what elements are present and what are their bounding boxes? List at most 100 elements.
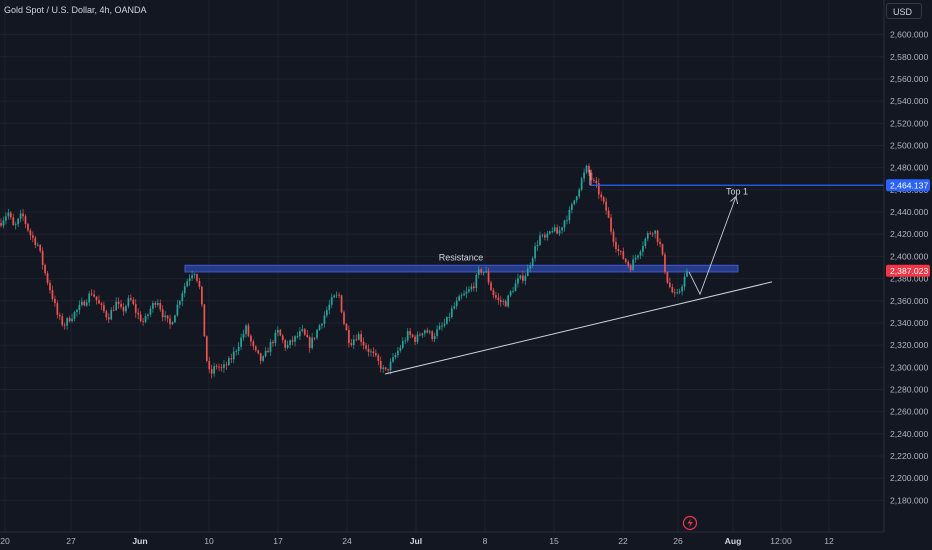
candle (306, 329, 309, 338)
candle-body (316, 330, 318, 338)
candle-body (22, 213, 24, 217)
candle-body (186, 281, 189, 287)
candle-body (313, 337, 316, 339)
candle-body (213, 366, 215, 374)
candle (477, 266, 480, 279)
candle-body (117, 301, 120, 304)
candle (338, 292, 340, 299)
candle (676, 288, 679, 295)
candle-body (392, 357, 394, 362)
candle (666, 271, 669, 284)
candle-body (51, 290, 54, 299)
price-tick-label: 2,380.000 (890, 274, 928, 284)
candle-body (379, 360, 382, 369)
candle-body (463, 293, 465, 296)
candle (379, 356, 382, 373)
candle-body (453, 306, 456, 309)
candle-body (205, 336, 208, 361)
candle (568, 206, 571, 224)
price-tick-label: 2,360.000 (890, 296, 928, 306)
candle-body (411, 334, 414, 337)
candle (620, 250, 622, 256)
candle-body (24, 216, 27, 224)
candle (465, 286, 468, 299)
time-axis[interactable]: 20 27 Jun 10 17 24 Jul 8 15 22 26 Aug 12:00 12 (0, 536, 834, 546)
candle-body (264, 350, 267, 357)
candle (443, 318, 446, 328)
candle (384, 366, 387, 371)
candle (671, 283, 674, 294)
candle-body (507, 295, 509, 307)
candle (541, 233, 544, 238)
candle-body (17, 218, 19, 225)
candle (76, 308, 78, 317)
candle-body (634, 257, 637, 260)
candle-body (678, 291, 681, 293)
candle-body (115, 301, 117, 311)
price-tick-label: 2,520.000 (890, 118, 928, 128)
candle (607, 207, 610, 219)
candle (480, 267, 483, 276)
candle (409, 328, 411, 339)
candle-body (228, 358, 230, 366)
candle (458, 294, 460, 302)
candle (29, 228, 32, 241)
candle (544, 232, 546, 241)
candle (95, 296, 98, 305)
candle-body (198, 280, 201, 287)
candle (509, 289, 512, 298)
price-tick-label: 2,540.000 (890, 96, 928, 106)
candle-body (83, 301, 86, 306)
candle-body (499, 299, 502, 302)
candle-body (68, 318, 71, 322)
candle (551, 227, 554, 234)
candle-body (193, 274, 196, 276)
candle-body (519, 275, 522, 279)
candle (517, 273, 519, 288)
candle-body (517, 278, 519, 284)
candle (254, 345, 257, 353)
projection-arrowhead (730, 196, 739, 205)
candle (428, 329, 431, 335)
currency-button[interactable]: USD (886, 3, 922, 19)
candle (166, 315, 169, 323)
candle (686, 268, 688, 278)
support-trendline (384, 281, 773, 375)
candle (112, 305, 115, 312)
candle (536, 240, 539, 252)
time-tick-label: 12 (824, 536, 834, 546)
candle (566, 215, 568, 225)
candle-body (526, 268, 529, 276)
candle (218, 363, 220, 372)
candle (308, 335, 311, 353)
candle (421, 332, 424, 338)
candle (120, 299, 122, 310)
candle (419, 332, 421, 337)
candle (622, 247, 625, 260)
candle (654, 229, 656, 239)
candle (499, 295, 502, 307)
candle-body (627, 261, 630, 266)
candle-body (597, 183, 600, 195)
candle-body (330, 297, 333, 305)
candle-body (19, 213, 22, 219)
candle (269, 338, 272, 357)
candle (186, 278, 189, 288)
candle (348, 325, 350, 348)
candle-body (279, 329, 282, 336)
candle-body (267, 350, 269, 353)
price-tick-label: 2,240.000 (890, 429, 928, 439)
candle-body (548, 231, 551, 234)
candle (534, 242, 536, 262)
candle-body (622, 251, 625, 259)
candle (624, 257, 627, 264)
candle (526, 264, 529, 277)
candle (5, 212, 7, 225)
candle-body (127, 298, 130, 307)
replay-icon[interactable] (682, 515, 698, 531)
candle-body (78, 304, 81, 310)
candle (36, 242, 39, 247)
candle (316, 328, 318, 340)
drawings[interactable]: Top 1 (384, 169, 884, 375)
